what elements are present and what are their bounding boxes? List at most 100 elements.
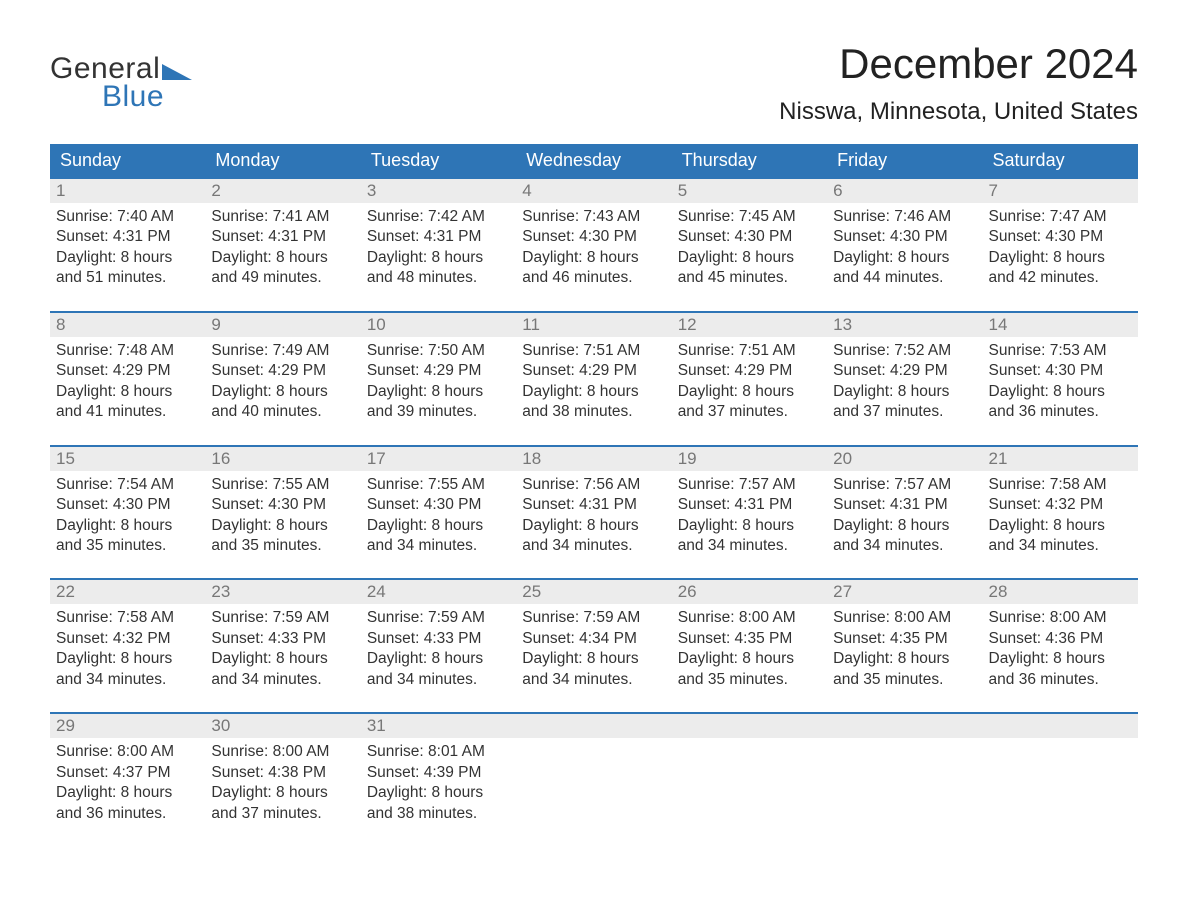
daylight-text: and 45 minutes.: [678, 268, 821, 288]
sunset-text: Sunset: 4:31 PM: [211, 227, 354, 247]
day-cell: 6Sunrise: 7:46 AMSunset: 4:30 PMDaylight…: [827, 179, 982, 295]
daylight-text: Daylight: 8 hours: [678, 516, 821, 536]
daylight-text: Daylight: 8 hours: [833, 649, 976, 669]
sunset-text: Sunset: 4:29 PM: [833, 361, 976, 381]
daylight-text: Daylight: 8 hours: [367, 382, 510, 402]
day-cell: 20Sunrise: 7:57 AMSunset: 4:31 PMDayligh…: [827, 447, 982, 563]
sunrise-text: Sunrise: 8:00 AM: [211, 742, 354, 762]
daylight-text: and 46 minutes.: [522, 268, 665, 288]
sunset-text: Sunset: 4:29 PM: [678, 361, 821, 381]
daylight-text: and 34 minutes.: [367, 536, 510, 556]
daylight-text: and 34 minutes.: [522, 670, 665, 690]
sunrise-text: Sunrise: 7:51 AM: [522, 341, 665, 361]
sunset-text: Sunset: 4:30 PM: [56, 495, 199, 515]
sunset-text: Sunset: 4:32 PM: [989, 495, 1132, 515]
day-cell: 15Sunrise: 7:54 AMSunset: 4:30 PMDayligh…: [50, 447, 205, 563]
sunrise-text: Sunrise: 8:00 AM: [989, 608, 1132, 628]
sunrise-text: Sunrise: 7:55 AM: [211, 475, 354, 495]
daylight-text: Daylight: 8 hours: [56, 382, 199, 402]
sunrise-text: Sunrise: 7:49 AM: [211, 341, 354, 361]
day-body: Sunrise: 7:57 AMSunset: 4:31 PMDaylight:…: [827, 471, 982, 563]
day-number: 26: [672, 580, 827, 604]
sunset-text: Sunset: 4:31 PM: [678, 495, 821, 515]
sunset-text: Sunset: 4:29 PM: [56, 361, 199, 381]
day-cell: 12Sunrise: 7:51 AMSunset: 4:29 PMDayligh…: [672, 313, 827, 429]
day-cell: 8Sunrise: 7:48 AMSunset: 4:29 PMDaylight…: [50, 313, 205, 429]
day-cell: 22Sunrise: 7:58 AMSunset: 4:32 PMDayligh…: [50, 580, 205, 696]
day-cell: 14Sunrise: 7:53 AMSunset: 4:30 PMDayligh…: [983, 313, 1138, 429]
sunrise-text: Sunrise: 7:51 AM: [678, 341, 821, 361]
day-cell: 26Sunrise: 8:00 AMSunset: 4:35 PMDayligh…: [672, 580, 827, 696]
daylight-text: Daylight: 8 hours: [211, 382, 354, 402]
sunset-text: Sunset: 4:36 PM: [989, 629, 1132, 649]
daylight-text: and 51 minutes.: [56, 268, 199, 288]
sunrise-text: Sunrise: 7:47 AM: [989, 207, 1132, 227]
day-body: Sunrise: 8:00 AMSunset: 4:38 PMDaylight:…: [205, 738, 360, 830]
day-number: 29: [50, 714, 205, 738]
day-body: Sunrise: 7:40 AMSunset: 4:31 PMDaylight:…: [50, 203, 205, 295]
sunrise-text: Sunrise: 7:42 AM: [367, 207, 510, 227]
daylight-text: Daylight: 8 hours: [211, 248, 354, 268]
daylight-text: Daylight: 8 hours: [833, 248, 976, 268]
daylight-text: and 34 minutes.: [367, 670, 510, 690]
daylight-text: and 34 minutes.: [211, 670, 354, 690]
week-row: 8Sunrise: 7:48 AMSunset: 4:29 PMDaylight…: [50, 311, 1138, 429]
day-number: 5: [672, 179, 827, 203]
sunrise-text: Sunrise: 8:00 AM: [56, 742, 199, 762]
day-cell: 19Sunrise: 7:57 AMSunset: 4:31 PMDayligh…: [672, 447, 827, 563]
sunrise-text: Sunrise: 7:59 AM: [522, 608, 665, 628]
daylight-text: and 49 minutes.: [211, 268, 354, 288]
sunset-text: Sunset: 4:38 PM: [211, 763, 354, 783]
sunrise-text: Sunrise: 7:54 AM: [56, 475, 199, 495]
sunset-text: Sunset: 4:30 PM: [367, 495, 510, 515]
day-body: Sunrise: 7:48 AMSunset: 4:29 PMDaylight:…: [50, 337, 205, 429]
day-body: Sunrise: 8:00 AMSunset: 4:35 PMDaylight:…: [827, 604, 982, 696]
day-cell: 28Sunrise: 8:00 AMSunset: 4:36 PMDayligh…: [983, 580, 1138, 696]
day-body: Sunrise: 7:56 AMSunset: 4:31 PMDaylight:…: [516, 471, 671, 563]
sunrise-text: Sunrise: 7:50 AM: [367, 341, 510, 361]
daylight-text: and 35 minutes.: [833, 670, 976, 690]
sunrise-text: Sunrise: 7:40 AM: [56, 207, 199, 227]
day-cell: 2Sunrise: 7:41 AMSunset: 4:31 PMDaylight…: [205, 179, 360, 295]
day-body: Sunrise: 7:55 AMSunset: 4:30 PMDaylight:…: [205, 471, 360, 563]
daylight-text: Daylight: 8 hours: [522, 516, 665, 536]
day-body: Sunrise: 7:53 AMSunset: 4:30 PMDaylight:…: [983, 337, 1138, 429]
sunset-text: Sunset: 4:30 PM: [833, 227, 976, 247]
daylight-text: Daylight: 8 hours: [989, 516, 1132, 536]
sunset-text: Sunset: 4:31 PM: [56, 227, 199, 247]
daylight-text: Daylight: 8 hours: [56, 649, 199, 669]
sunset-text: Sunset: 4:31 PM: [833, 495, 976, 515]
day-number: 31: [361, 714, 516, 738]
weekday-header: Monday: [205, 144, 360, 177]
daylight-text: and 42 minutes.: [989, 268, 1132, 288]
day-number: 12: [672, 313, 827, 337]
sunset-text: Sunset: 4:34 PM: [522, 629, 665, 649]
day-body: Sunrise: 7:52 AMSunset: 4:29 PMDaylight:…: [827, 337, 982, 429]
sunrise-text: Sunrise: 7:48 AM: [56, 341, 199, 361]
daylight-text: Daylight: 8 hours: [678, 382, 821, 402]
sunrise-text: Sunrise: 8:00 AM: [678, 608, 821, 628]
day-cell: 10Sunrise: 7:50 AMSunset: 4:29 PMDayligh…: [361, 313, 516, 429]
daylight-text: Daylight: 8 hours: [367, 649, 510, 669]
sunrise-text: Sunrise: 7:57 AM: [678, 475, 821, 495]
sunset-text: Sunset: 4:29 PM: [211, 361, 354, 381]
weekday-header: Thursday: [672, 144, 827, 177]
day-cell: 3Sunrise: 7:42 AMSunset: 4:31 PMDaylight…: [361, 179, 516, 295]
sunrise-text: Sunrise: 7:59 AM: [367, 608, 510, 628]
day-cell: 21Sunrise: 7:58 AMSunset: 4:32 PMDayligh…: [983, 447, 1138, 563]
sunset-text: Sunset: 4:30 PM: [989, 361, 1132, 381]
logo-flag-icon: [162, 62, 192, 82]
week-row: 15Sunrise: 7:54 AMSunset: 4:30 PMDayligh…: [50, 445, 1138, 563]
sunset-text: Sunset: 4:31 PM: [367, 227, 510, 247]
daylight-text: and 35 minutes.: [678, 670, 821, 690]
day-body: Sunrise: 7:51 AMSunset: 4:29 PMDaylight:…: [672, 337, 827, 429]
daylight-text: Daylight: 8 hours: [211, 783, 354, 803]
day-number: 14: [983, 313, 1138, 337]
day-number: 22: [50, 580, 205, 604]
day-body: Sunrise: 8:01 AMSunset: 4:39 PMDaylight:…: [361, 738, 516, 830]
week-row: 29Sunrise: 8:00 AMSunset: 4:37 PMDayligh…: [50, 712, 1138, 830]
daylight-text: and 48 minutes.: [367, 268, 510, 288]
day-number: 6: [827, 179, 982, 203]
daylight-text: Daylight: 8 hours: [211, 649, 354, 669]
weekday-header-row: Sunday Monday Tuesday Wednesday Thursday…: [50, 144, 1138, 177]
